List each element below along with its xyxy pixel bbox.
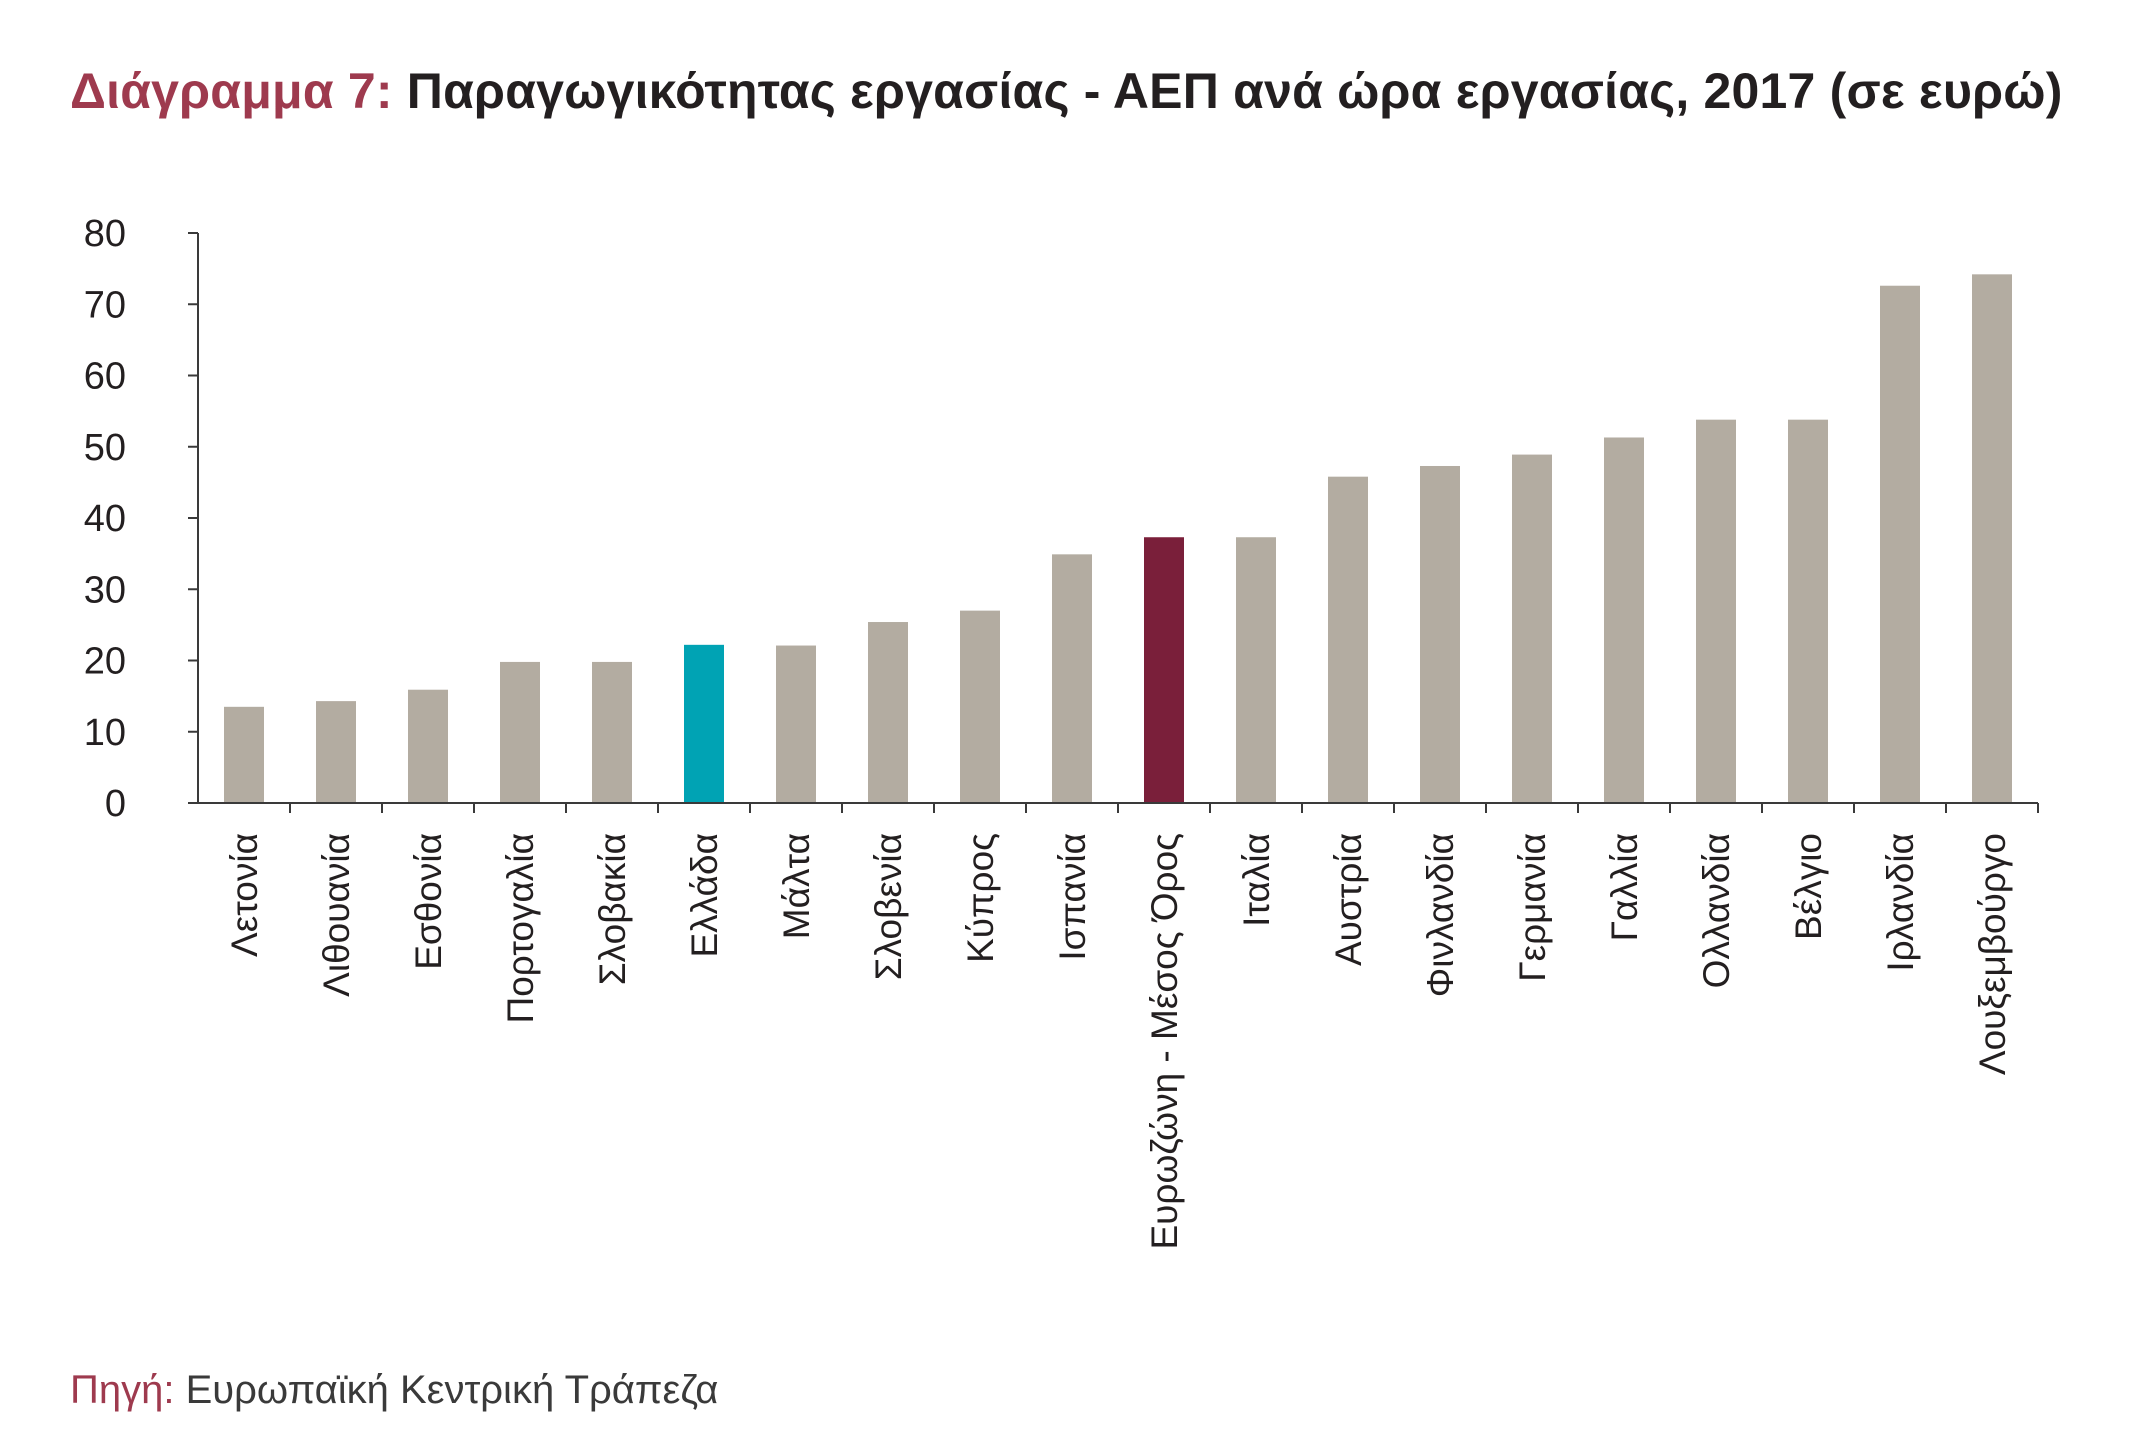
- bar: [1420, 465, 1460, 803]
- y-tick-label: 20: [84, 641, 126, 683]
- x-category-label: Λουξεμβούργο: [1972, 833, 2013, 1075]
- x-category-label: Γαλλία: [1604, 833, 1645, 941]
- bar: [868, 622, 908, 803]
- bar: [1236, 537, 1276, 803]
- x-category-label: Ολλανδία: [1696, 833, 1737, 988]
- bar: [1696, 419, 1736, 803]
- chart-title-text: Παραγωγικότητας εργασίας - ΑΕΠ ανά ώρα ε…: [392, 63, 2063, 119]
- x-category-label: Σλοβακία: [592, 833, 633, 985]
- x-category-label: Ιταλία: [1236, 833, 1277, 927]
- source-prefix: Πηγή:: [70, 1368, 175, 1412]
- x-category-label: Ελλάδα: [684, 833, 725, 958]
- bar: [224, 706, 264, 803]
- chart-source: Πηγή: Ευρωπαϊκή Κεντρική Τράπεζα: [70, 1368, 718, 1413]
- x-category-label: Ιρλανδία: [1880, 833, 1921, 972]
- y-tick-label: 60: [84, 356, 126, 398]
- bar: [1972, 274, 2012, 803]
- bar: [1604, 437, 1644, 803]
- x-category-label: Γερμανία: [1512, 833, 1553, 982]
- bar: [1512, 454, 1552, 803]
- x-category-label: Ευρωζώνη - Μέσος Όρος: [1144, 833, 1185, 1250]
- chart-title: Διάγραμμα 7: Παραγωγικότητας εργασίας - …: [70, 62, 2063, 120]
- y-tick-label: 50: [84, 427, 126, 469]
- y-axis-ticks: 0 10 20 30 40 50 60 70 80: [84, 213, 198, 825]
- bar: [316, 701, 356, 803]
- x-category-label: Λιθουανία: [316, 833, 357, 997]
- y-tick-label: 70: [84, 284, 126, 326]
- y-tick-label: 30: [84, 569, 126, 611]
- bar: [592, 661, 632, 803]
- source-text: Ευρωπαϊκή Κεντρική Τράπεζα: [174, 1368, 719, 1412]
- y-tick-label: 10: [84, 712, 126, 754]
- y-tick-label: 80: [84, 213, 126, 255]
- x-category-label: Φινλανδία: [1420, 833, 1461, 997]
- x-category-label: Ισπανία: [1052, 833, 1093, 961]
- bar: [1328, 476, 1368, 803]
- x-category-label: Πορτογαλία: [500, 833, 541, 1024]
- bar: [1788, 419, 1828, 803]
- x-category-label: Εσθονία: [408, 833, 449, 970]
- bar: [684, 644, 724, 803]
- bar: [776, 645, 816, 803]
- bar: [500, 661, 540, 803]
- x-category-label: Αυστρία: [1328, 833, 1369, 966]
- bar: [960, 610, 1000, 803]
- x-axis-ticks: [289, 803, 2039, 813]
- bar: [1144, 537, 1184, 803]
- bar: [1880, 285, 1920, 804]
- x-category-label: Σλοβενία: [868, 833, 909, 980]
- x-category-label: Λετονία: [224, 833, 265, 957]
- x-axis-labels: Λετονία Λιθουανία Εσθονία Πορτογαλία Σλοβακί…: [224, 833, 2013, 1250]
- chart-title-prefix: Διάγραμμα 7:: [70, 63, 393, 119]
- x-category-label: Μάλτα: [776, 833, 817, 939]
- bar: [408, 689, 448, 803]
- bars: [224, 274, 2012, 804]
- y-tick-label: 0: [105, 783, 126, 825]
- y-tick-label: 40: [84, 498, 126, 540]
- axes: [197, 233, 2038, 804]
- x-category-label: Κύπρος: [960, 833, 1001, 963]
- bar: [1052, 554, 1092, 803]
- x-category-label: Βέλγιο: [1788, 833, 1829, 940]
